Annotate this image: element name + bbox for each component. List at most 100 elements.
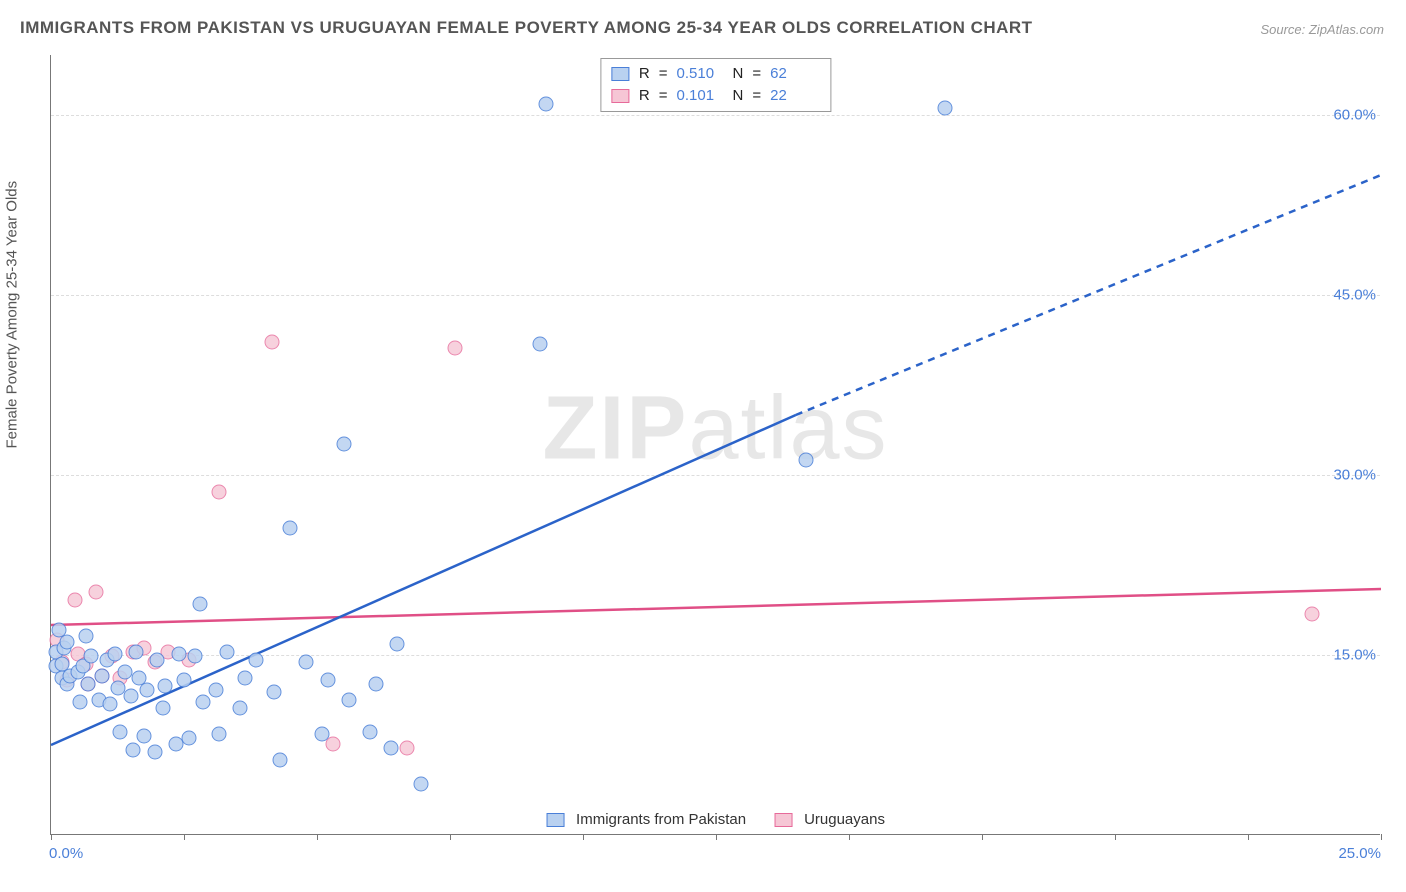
stat-label-n: N (733, 85, 744, 107)
scatter-point-pakistan (129, 644, 144, 659)
scatter-point-uruguay (264, 335, 279, 350)
scatter-point-pakistan (533, 337, 548, 352)
scatter-point-pakistan (232, 701, 247, 716)
trend-line (51, 415, 796, 745)
stats-legend: R = 0.510 N = 62 R = 0.101 N = 22 (600, 58, 831, 112)
x-tick (317, 834, 318, 840)
scatter-point-pakistan (155, 701, 170, 716)
scatter-point-pakistan (413, 776, 428, 791)
stat-label-n: N (733, 63, 744, 85)
scatter-point-pakistan (59, 635, 74, 650)
bottom-legend: Immigrants from Pakistan Uruguayans (546, 811, 885, 828)
x-tick (450, 834, 451, 840)
scatter-point-pakistan (208, 683, 223, 698)
swatch-pakistan (546, 813, 564, 827)
trend-line (51, 589, 1381, 625)
scatter-point-pakistan (107, 647, 122, 662)
x-tick (583, 834, 584, 840)
y-tick-label: 15.0% (1333, 647, 1382, 664)
legend-label-uruguay: Uruguayans (804, 811, 885, 828)
scatter-point-pakistan (171, 647, 186, 662)
stat-n-pakistan: 62 (770, 63, 820, 85)
x-tick (1115, 834, 1116, 840)
stat-label-r: R (639, 63, 650, 85)
scatter-point-pakistan (192, 596, 207, 611)
scatter-point-pakistan (336, 437, 351, 452)
scatter-point-pakistan (238, 671, 253, 686)
scatter-point-pakistan (94, 668, 109, 683)
x-tick (1248, 834, 1249, 840)
scatter-point-uruguay (67, 593, 82, 608)
scatter-point-pakistan (158, 679, 173, 694)
stat-n-uruguay: 22 (770, 85, 820, 107)
scatter-plot-area: ZIPatlas R = 0.510 N = 62 R = 0.101 N = … (50, 55, 1380, 835)
scatter-point-uruguay (400, 740, 415, 755)
scatter-point-pakistan (211, 727, 226, 742)
scatter-point-uruguay (89, 584, 104, 599)
scatter-point-pakistan (363, 725, 378, 740)
legend-item-pakistan: Immigrants from Pakistan (546, 811, 746, 828)
scatter-point-pakistan (113, 725, 128, 740)
trend-lines-svg (51, 55, 1380, 834)
scatter-point-pakistan (248, 653, 263, 668)
stats-row-pakistan: R = 0.510 N = 62 (611, 63, 820, 85)
x-tick (51, 834, 52, 840)
scatter-point-pakistan (389, 637, 404, 652)
legend-label-pakistan: Immigrants from Pakistan (576, 811, 746, 828)
x-tick (184, 834, 185, 840)
x-tick (849, 834, 850, 840)
scatter-point-pakistan (341, 692, 356, 707)
scatter-point-pakistan (799, 452, 814, 467)
stats-row-uruguay: R = 0.101 N = 22 (611, 85, 820, 107)
scatter-point-pakistan (78, 629, 93, 644)
scatter-point-uruguay (448, 341, 463, 356)
trend-line (796, 175, 1381, 415)
x-tick (982, 834, 983, 840)
scatter-point-pakistan (126, 743, 141, 758)
stat-r-uruguay: 0.101 (677, 85, 727, 107)
y-tick-label: 30.0% (1333, 467, 1382, 484)
scatter-point-pakistan (123, 689, 138, 704)
scatter-point-pakistan (102, 697, 117, 712)
scatter-point-pakistan (182, 731, 197, 746)
scatter-point-pakistan (150, 653, 165, 668)
scatter-point-pakistan (73, 695, 88, 710)
x-tick-label: 25.0% (1338, 845, 1381, 862)
scatter-point-uruguay (211, 485, 226, 500)
source-attribution: Source: ZipAtlas.com (1260, 22, 1384, 37)
scatter-point-pakistan (315, 727, 330, 742)
legend-item-uruguay: Uruguayans (774, 811, 885, 828)
x-tick (716, 834, 717, 840)
scatter-point-pakistan (272, 752, 287, 767)
y-axis-label: Female Poverty Among 25-34 Year Olds (4, 181, 21, 449)
scatter-point-pakistan (177, 673, 192, 688)
y-tick-label: 60.0% (1333, 107, 1382, 124)
scatter-point-pakistan (384, 740, 399, 755)
scatter-point-uruguay (1304, 607, 1319, 622)
scatter-point-pakistan (538, 97, 553, 112)
scatter-point-pakistan (368, 677, 383, 692)
scatter-point-pakistan (83, 649, 98, 664)
chart-title: IMMIGRANTS FROM PAKISTAN VS URUGUAYAN FE… (20, 18, 1033, 38)
eq: = (752, 85, 761, 107)
scatter-point-pakistan (219, 644, 234, 659)
eq: = (659, 63, 668, 85)
scatter-point-pakistan (320, 673, 335, 688)
eq: = (659, 85, 668, 107)
stat-label-r: R (639, 85, 650, 107)
swatch-pakistan (611, 67, 629, 81)
scatter-point-pakistan (187, 649, 202, 664)
x-tick (1381, 834, 1382, 840)
scatter-point-pakistan (299, 655, 314, 670)
swatch-uruguay (774, 813, 792, 827)
stat-r-pakistan: 0.510 (677, 63, 727, 85)
scatter-point-pakistan (937, 101, 952, 116)
x-tick-label: 0.0% (49, 845, 83, 862)
scatter-point-pakistan (195, 695, 210, 710)
scatter-point-pakistan (81, 677, 96, 692)
scatter-point-pakistan (147, 745, 162, 760)
eq: = (752, 63, 761, 85)
y-tick-label: 45.0% (1333, 287, 1382, 304)
scatter-point-pakistan (267, 685, 282, 700)
scatter-point-pakistan (137, 728, 152, 743)
